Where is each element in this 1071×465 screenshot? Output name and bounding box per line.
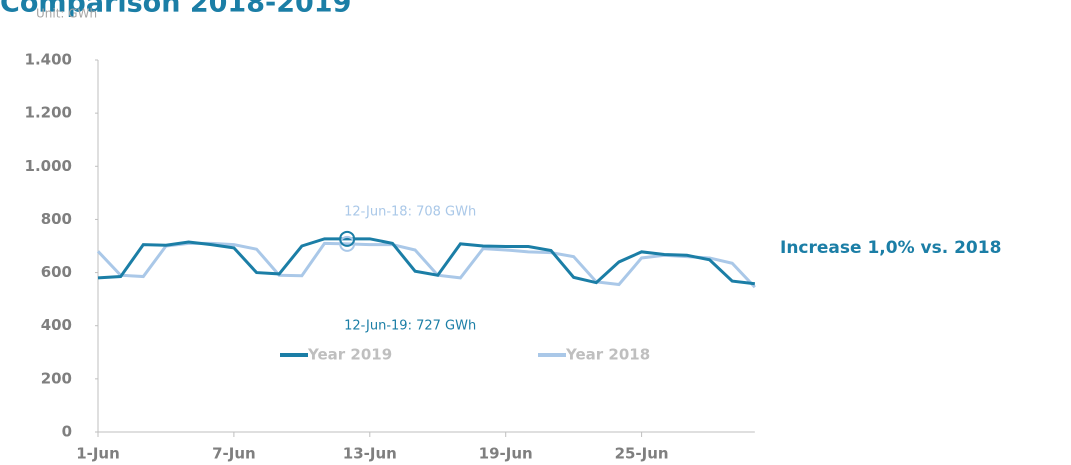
legend-label: Year 2018 bbox=[565, 346, 650, 364]
annotation: 12-Jun-19: 727 GWh bbox=[344, 319, 476, 334]
y-tick-label: 200 bbox=[41, 369, 72, 387]
x-tick-label: 19-Jun bbox=[479, 445, 533, 463]
series-line bbox=[96, 241, 756, 289]
x-tick-label: 1-Jun bbox=[76, 445, 120, 463]
annotation-marker bbox=[339, 230, 356, 247]
y-tick-label: 0 bbox=[62, 423, 72, 441]
y-tick-label: 800 bbox=[41, 210, 72, 228]
annotation: 12-Jun-18: 708 GWh bbox=[344, 205, 476, 220]
x-tick-label: 13-Jun bbox=[343, 445, 397, 463]
y-tick-label: 400 bbox=[41, 316, 72, 334]
y-tick-label: 600 bbox=[41, 263, 72, 281]
series-line bbox=[97, 237, 756, 286]
chart-title: Comparison 2018-2019 bbox=[0, 0, 351, 19]
annotation: Increase 1,0% vs. 2018 bbox=[780, 238, 1001, 258]
unit-label: Unit: GWh bbox=[36, 7, 97, 21]
y-tick-label: 1.200 bbox=[25, 104, 72, 122]
y-tick-label: 1.000 bbox=[25, 157, 72, 175]
x-tick-label: 25-Jun bbox=[615, 445, 669, 463]
y-tick-label: 1.400 bbox=[25, 51, 72, 69]
legend-label: Year 2019 bbox=[307, 346, 392, 364]
x-tick-label: 7-Jun bbox=[212, 445, 256, 463]
annotation-marker bbox=[339, 235, 356, 252]
